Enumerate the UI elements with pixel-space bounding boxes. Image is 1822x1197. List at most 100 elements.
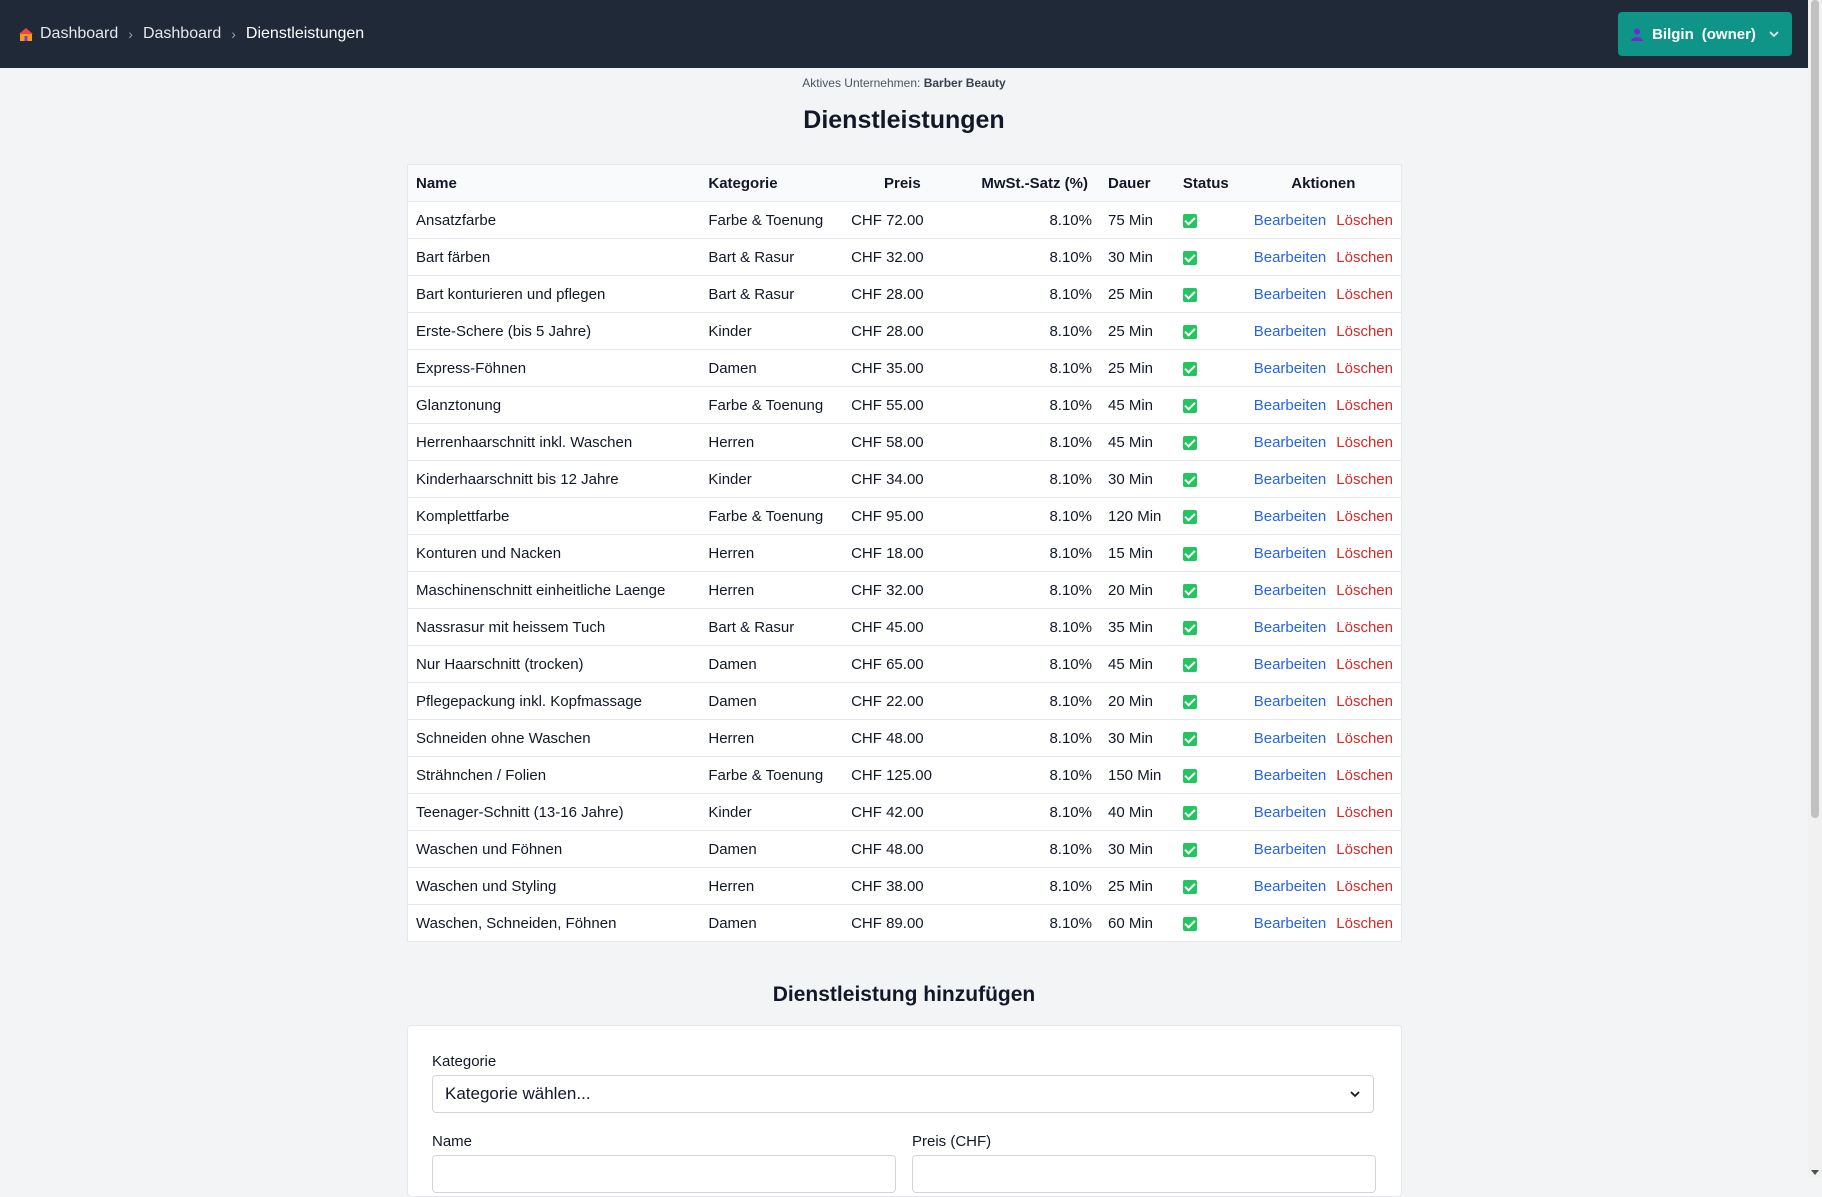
delete-link[interactable]: Löschen	[1336, 433, 1393, 451]
edit-link[interactable]: Bearbeiten	[1253, 877, 1327, 895]
edit-link[interactable]: Bearbeiten	[1253, 211, 1327, 229]
service-name: Konturen und Nacken	[408, 534, 701, 572]
service-status	[1174, 534, 1246, 572]
table-header-row: Name Kategorie Preis MwSt.-Satz (%) Daue…	[408, 165, 1401, 202]
service-vat: 8.10%	[961, 830, 1100, 868]
table-row: Herrenhaarschnitt inkl. Waschen Herren CHF…	[408, 423, 1401, 461]
service-actions: Bearbeiten Löschen	[1245, 349, 1401, 387]
service-vat: 8.10%	[961, 608, 1100, 646]
edit-link[interactable]: Bearbeiten	[1253, 766, 1327, 784]
service-category: Damen	[700, 682, 844, 720]
service-name: Teenager-Schnitt (13-16 Jahre)	[408, 793, 701, 831]
service-actions: Bearbeiten Löschen	[1245, 275, 1401, 313]
service-actions: Bearbeiten Löschen	[1245, 238, 1401, 276]
delete-link[interactable]: Löschen	[1336, 285, 1393, 303]
edit-link[interactable]: Bearbeiten	[1253, 914, 1327, 932]
service-duration: 15 Min	[1100, 534, 1175, 572]
delete-link[interactable]: Löschen	[1336, 803, 1393, 821]
delete-link[interactable]: Löschen	[1336, 211, 1393, 229]
table-row: Waschen, Schneiden, Föhnen Damen CHF 89.00…	[408, 905, 1401, 942]
service-vat: 8.10%	[961, 534, 1100, 572]
edit-link[interactable]: Bearbeiten	[1253, 433, 1327, 451]
delete-link[interactable]: Löschen	[1336, 359, 1393, 377]
service-name: Waschen und Styling	[408, 867, 701, 905]
delete-link[interactable]: Löschen	[1336, 877, 1393, 895]
edit-link[interactable]: Bearbeiten	[1253, 581, 1327, 599]
delete-link[interactable]: Löschen	[1336, 840, 1393, 858]
delete-link[interactable]: Löschen	[1336, 507, 1393, 525]
service-name: Kinderhaarschnitt bis 12 Jahre	[408, 460, 701, 498]
delete-link[interactable]: Löschen	[1336, 322, 1393, 340]
service-actions: Bearbeiten Löschen	[1245, 645, 1401, 683]
edit-link[interactable]: Bearbeiten	[1253, 507, 1327, 525]
service-price: CHF 125.00	[843, 756, 962, 794]
user-menu-button[interactable]: Bilgin (owner)	[1618, 12, 1792, 56]
service-name: Glanztonung	[408, 386, 701, 424]
table-row: Teenager-Schnitt (13-16 Jahre) Kinder CHF …	[408, 793, 1401, 831]
edit-link[interactable]: Bearbeiten	[1253, 803, 1327, 821]
service-category: Damen	[708, 914, 757, 932]
edit-link[interactable]: Bearbeiten	[1253, 544, 1327, 562]
edit-link[interactable]: Bearbeiten	[1253, 248, 1327, 266]
service-duration: 45 Min	[1100, 645, 1175, 683]
service-duration: 35 Min	[1100, 608, 1175, 646]
table-row: Pflegepackung inkl. Kopfmassage Damen CHF …	[408, 682, 1401, 720]
delete-link[interactable]: Löschen	[1336, 544, 1393, 562]
page-scrollbar[interactable]	[1808, 0, 1822, 1177]
delete-link[interactable]: Löschen	[1336, 729, 1393, 747]
delete-link[interactable]: Löschen	[1336, 914, 1393, 932]
service-duration: 25 Min	[1100, 349, 1175, 387]
scroll-down-icon[interactable]	[1811, 1170, 1819, 1175]
delete-link[interactable]: Löschen	[1336, 396, 1393, 414]
delete-link[interactable]: Löschen	[1336, 470, 1393, 488]
service-status	[1174, 275, 1246, 313]
delete-link[interactable]: Löschen	[1336, 581, 1393, 599]
service-vat: 8.10%	[961, 460, 1100, 498]
price-input[interactable]	[912, 1155, 1376, 1193]
edit-link[interactable]: Bearbeiten	[1253, 618, 1327, 636]
service-category: Farbe & Toenung	[700, 756, 844, 794]
service-category: Kinder	[700, 460, 844, 498]
service-price: CHF 48.00	[843, 719, 962, 757]
edit-link[interactable]: Bearbeiten	[1253, 692, 1327, 710]
check-icon	[1182, 287, 1197, 302]
delete-link[interactable]: Löschen	[1336, 692, 1393, 710]
delete-link[interactable]: Löschen	[1336, 655, 1393, 673]
service-duration: 150 Min	[1100, 756, 1175, 794]
edit-link[interactable]: Bearbeiten	[1253, 729, 1327, 747]
edit-link[interactable]: Bearbeiten	[1253, 359, 1327, 377]
scrollbar-thumb[interactable]	[1811, 0, 1819, 818]
service-price: CHF 48.00	[843, 830, 962, 868]
edit-link[interactable]: Bearbeiten	[1253, 655, 1327, 673]
service-category: Damen	[700, 349, 844, 387]
service-status	[1174, 349, 1246, 387]
edit-link[interactable]: Bearbeiten	[1253, 840, 1327, 858]
delete-link[interactable]: Löschen	[1336, 248, 1393, 266]
name-input[interactable]	[432, 1155, 896, 1193]
service-category: Herren	[700, 534, 844, 572]
edit-link[interactable]: Bearbeiten	[1253, 322, 1327, 340]
check-icon	[1182, 879, 1197, 894]
service-actions: Bearbeiten Löschen	[1245, 312, 1401, 350]
category-select[interactable]: Kategorie wählen...	[432, 1075, 1374, 1113]
service-vat: 8.10%	[961, 386, 1100, 424]
edit-link[interactable]: Bearbeiten	[1253, 285, 1327, 303]
table-row: Nur Haarschnitt (trocken) Damen CHF 65.00 8…	[408, 645, 1401, 683]
delete-link[interactable]: Löschen	[1336, 766, 1393, 784]
service-category: Herren	[700, 571, 844, 609]
top-navbar: Dashboard › Dashboard › Dienstleistungen…	[0, 0, 1808, 68]
edit-link[interactable]: Bearbeiten	[1253, 396, 1327, 414]
service-status	[1174, 830, 1246, 868]
service-category: Farbe & Toenung	[700, 497, 844, 535]
breadcrumb-dashboard-1[interactable]: Dashboard	[40, 25, 119, 42]
edit-link[interactable]: Bearbeiten	[1253, 470, 1327, 488]
delete-link[interactable]: Löschen	[1336, 618, 1393, 636]
service-actions: Bearbeiten Löschen	[1245, 423, 1401, 461]
user-role: (owner)	[1701, 25, 1756, 43]
table-body: Ansatzfarbe Farbe & Toenung CHF 72.00 8.10%…	[408, 201, 1401, 942]
service-vat: 8.10%	[961, 497, 1100, 535]
service-vat: 8.10%	[961, 201, 1100, 239]
column-header-price: Preis	[843, 165, 962, 202]
service-category: Herren	[700, 719, 844, 757]
breadcrumb-dashboard-2[interactable]: Dashboard	[142, 25, 222, 42]
